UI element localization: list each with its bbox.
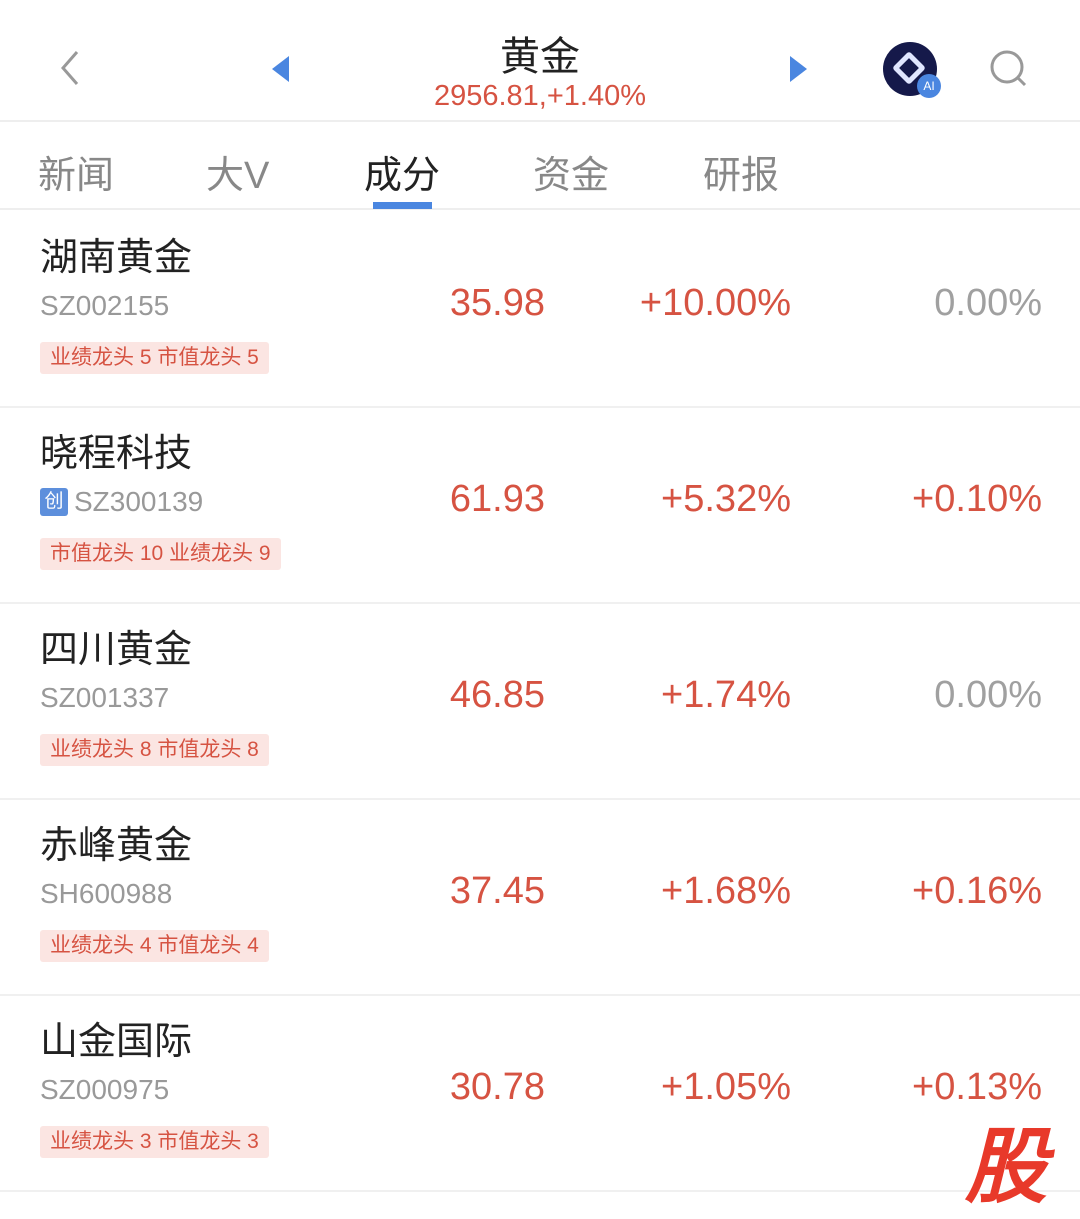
stock-change: +1.05% [661, 1066, 791, 1108]
stock-row[interactable]: 四川黄金 SZ001337 业绩龙头 8 市值龙头 8 46.85 +1.74%… [0, 604, 1080, 800]
tab-research[interactable]: 研报 [703, 155, 780, 197]
stock-name: 山金国际 [40, 1021, 193, 1063]
tab-funds[interactable]: 资金 [533, 155, 610, 197]
stock-name: 赤峰黄金 [40, 825, 193, 867]
leader-tag: 业绩龙头 5 市值龙头 5 [40, 342, 269, 374]
index-quote: 2956.81,+1.40% [433, 80, 647, 112]
stock-code: SH600988 [40, 878, 172, 910]
prev-arrow-icon[interactable] [272, 56, 289, 82]
stock-code: SZ000975 [40, 1074, 169, 1106]
top-bar: 黄金 2956.81,+1.40% AI [0, 0, 1080, 122]
stock-speed: 0.00% [934, 282, 1042, 324]
leader-tag: 业绩龙头 3 市值龙头 3 [40, 1126, 269, 1158]
page-title: 黄金 [500, 35, 580, 79]
stock-speed: +0.16% [912, 870, 1042, 912]
tab-news[interactable]: 新闻 [38, 155, 115, 197]
leader-tag: 市值龙头 10 业绩龙头 9 [40, 538, 281, 570]
stock-speed: 0.00% [934, 674, 1042, 716]
stock-name: 四川黄金 [40, 629, 193, 671]
watermark: 股 [965, 1122, 1047, 1213]
leader-tag: 业绩龙头 8 市值龙头 8 [40, 734, 269, 766]
stock-price: 61.93 [449, 478, 545, 520]
stock-code: SZ002155 [40, 290, 169, 322]
stock-row[interactable]: 湖南黄金 SZ002155 业绩龙头 5 市值龙头 5 35.98 +10.00… [0, 212, 1080, 408]
stock-change: +1.68% [661, 870, 791, 912]
stock-change: +1.74% [661, 674, 791, 716]
stock-change: +10.00% [639, 282, 791, 324]
next-arrow-icon[interactable] [790, 56, 807, 82]
active-tab-indicator [373, 202, 432, 209]
stock-speed: +0.13% [912, 1066, 1042, 1108]
stock-code: SZ001337 [40, 682, 169, 714]
chinext-badge: 创 [40, 488, 68, 516]
search-icon[interactable] [988, 48, 1028, 90]
ai-badge: AI [917, 74, 941, 98]
stock-price: 35.98 [449, 282, 545, 324]
stock-change: +5.32% [661, 478, 791, 520]
stock-price: 37.45 [449, 870, 545, 912]
stock-code-text: SZ001337 [40, 682, 170, 713]
stock-price: 46.85 [449, 674, 545, 716]
stock-code-text: SH600988 [40, 878, 173, 909]
stock-name: 湖南黄金 [40, 237, 193, 279]
stock-speed: +0.10% [912, 478, 1042, 520]
stock-row[interactable]: 晓程科技 创 SZ300139 市值龙头 10 业绩龙头 9 61.93 +5.3… [0, 408, 1080, 604]
ai-assistant-button[interactable]: AI [883, 42, 941, 98]
back-icon[interactable] [55, 48, 85, 88]
stock-code-text: SZ000975 [40, 1074, 170, 1105]
tab-bar: 新闻 大V 成分 资金 研报 [0, 124, 1080, 210]
stock-code: 创 SZ300139 [40, 486, 203, 518]
stock-price: 30.78 [449, 1066, 545, 1108]
stock-code-text: SZ300139 [74, 486, 204, 517]
stock-row[interactable]: 赤峰黄金 SH600988 业绩龙头 4 市值龙头 4 37.45 +1.68%… [0, 800, 1080, 996]
stock-name: 晓程科技 [40, 433, 193, 475]
tab-constituents[interactable]: 成分 [364, 155, 441, 197]
leader-tag: 业绩龙头 4 市值龙头 4 [40, 930, 269, 962]
tab-big-v[interactable]: 大V [206, 155, 270, 197]
stock-code-text: SZ002155 [40, 290, 170, 321]
stock-row[interactable]: 山金国际 SZ000975 业绩龙头 3 市值龙头 3 30.78 +1.05%… [0, 996, 1080, 1192]
